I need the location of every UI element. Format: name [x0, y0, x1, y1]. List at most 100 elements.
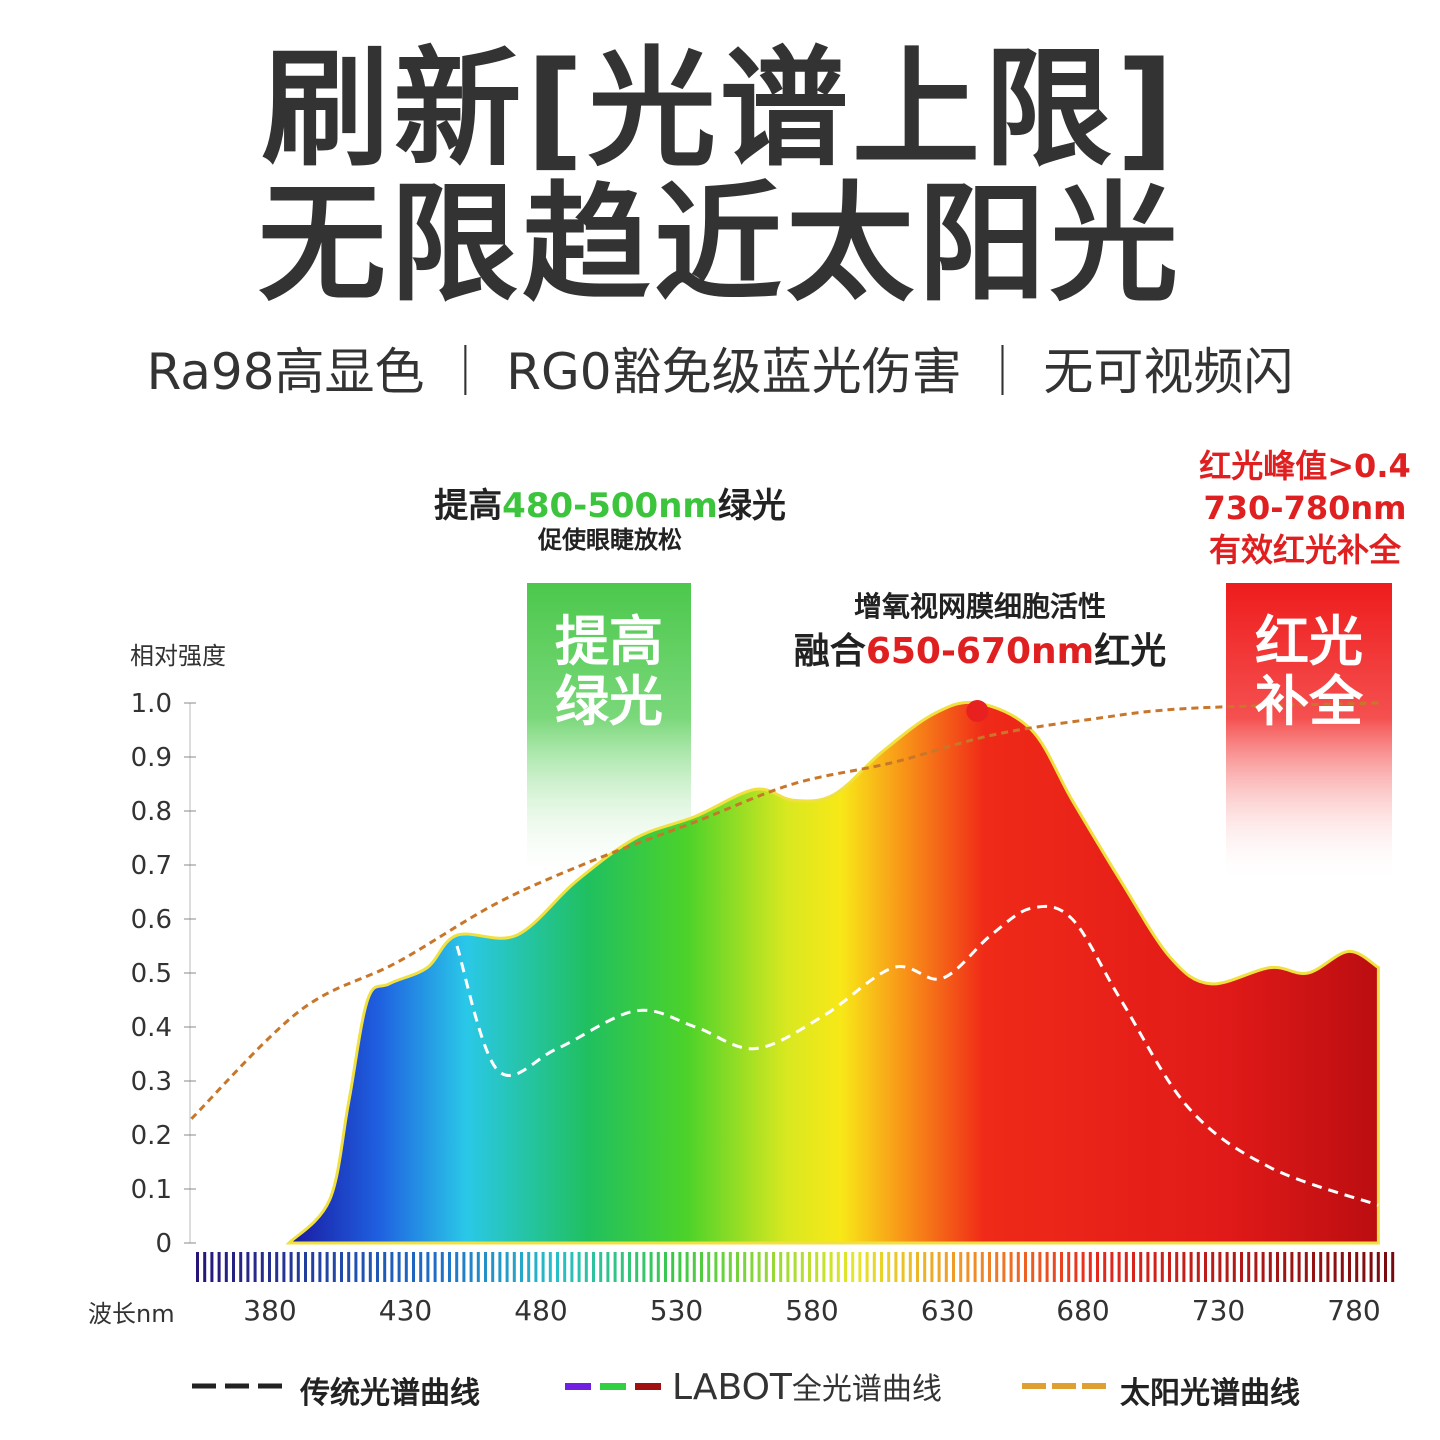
strip-bar: [534, 1252, 538, 1282]
strip-bar: [635, 1252, 639, 1282]
legend-swatches: [192, 1383, 1108, 1390]
strip-bar: [1146, 1252, 1150, 1282]
strip-bar: [412, 1252, 415, 1282]
strip-bar: [1045, 1252, 1049, 1282]
strip-bar: [1247, 1252, 1251, 1282]
strip-bar: [347, 1252, 351, 1282]
strip-bar: [1160, 1252, 1164, 1282]
strip-bar: [1052, 1252, 1056, 1282]
y-tick-label: 0.8: [131, 797, 172, 827]
strip-bar: [858, 1252, 862, 1282]
legend-traditional: 传统光谱曲线: [300, 1376, 480, 1411]
strip-bar: [988, 1252, 991, 1282]
strip-bar: [232, 1252, 235, 1282]
strip-bar: [253, 1252, 257, 1282]
strip-bar: [815, 1252, 819, 1282]
strip-bar: [1304, 1252, 1308, 1282]
strip-bar: [1060, 1252, 1063, 1282]
strip-bar: [476, 1252, 480, 1282]
strip-bar: [491, 1252, 495, 1282]
strip-bar: [404, 1252, 408, 1282]
strip-bar: [1189, 1252, 1193, 1282]
red-annotation: 红光峰值>0.4 730-780nm 有效红光补全: [1170, 445, 1440, 571]
strip-bar: [800, 1252, 804, 1282]
strip-bar: [498, 1252, 502, 1282]
y-tick-label: 0.4: [131, 1013, 172, 1043]
strip-bar: [872, 1252, 876, 1282]
strip-bar: [916, 1252, 919, 1282]
strip-bar: [512, 1252, 516, 1282]
strip-bar: [1369, 1252, 1373, 1282]
strip-bar: [1376, 1252, 1380, 1282]
strip-bar: [1009, 1252, 1013, 1282]
strip-bar: [1283, 1252, 1287, 1282]
traditional-spectrum-line: [455, 904, 1379, 1207]
strip-bar: [203, 1252, 207, 1282]
x-axis: 380 430 480 530 580 630 680 730 780: [243, 1294, 1380, 1327]
strip-bar: [642, 1252, 646, 1282]
strip-bar: [822, 1252, 826, 1282]
strip-bar: [426, 1252, 430, 1282]
strip-bar: [1139, 1252, 1143, 1282]
peak-marker: [966, 700, 989, 722]
green-annotation-title: 提高480-500nm绿光: [390, 478, 830, 527]
strip-bar: [304, 1252, 307, 1282]
x-tick-label: 680: [1056, 1294, 1109, 1327]
retina-annotation-line1: 增氧视网膜细胞活性: [853, 590, 1106, 623]
strip-bar: [556, 1252, 559, 1282]
strip-bar: [282, 1252, 286, 1282]
strip-bar: [606, 1252, 610, 1282]
strip-bar: [390, 1252, 394, 1282]
red-box-label: 红光 补全: [1226, 612, 1392, 732]
strip-bar: [361, 1252, 365, 1282]
strip-bar: [1103, 1252, 1107, 1282]
green-box-label: 提高 绿光: [527, 612, 691, 732]
strip-bar: [923, 1252, 927, 1282]
strip-bar: [1391, 1252, 1395, 1282]
strip-bar: [894, 1252, 898, 1282]
strip-bar: [296, 1252, 300, 1282]
strip-bar: [995, 1252, 999, 1282]
retina-annotation-line2: 融合650-670nm红光: [760, 622, 1200, 674]
strip-bar: [1074, 1252, 1078, 1282]
y-tick-label: 0: [155, 1229, 172, 1259]
strip-bar: [239, 1252, 243, 1282]
strip-bar: [563, 1252, 567, 1282]
strip-bar: [656, 1252, 660, 1282]
strip-bar: [1182, 1252, 1186, 1282]
strip-bar: [1024, 1252, 1027, 1282]
text: 融合: [793, 631, 866, 672]
strip-bar: [1232, 1252, 1236, 1282]
strip-bar: [1196, 1252, 1200, 1282]
text: 730-780nm: [1203, 489, 1407, 527]
strip-bar: [275, 1252, 279, 1282]
brand-logo: LABOT: [672, 1367, 792, 1408]
strip-bar: [1276, 1252, 1279, 1282]
strip-bar: [980, 1252, 984, 1282]
y-tick-label: 0.2: [131, 1121, 172, 1151]
strip-bar: [973, 1252, 977, 1282]
strip-bar: [620, 1252, 624, 1282]
strip-bar: [548, 1252, 552, 1282]
strip-bar: [628, 1252, 631, 1282]
y-tick-label: 0.1: [131, 1175, 172, 1205]
strip-bar: [1362, 1252, 1366, 1282]
strip-bar: [750, 1252, 754, 1282]
text: 有效红光补全: [1208, 531, 1401, 569]
red-range: 650-670nm: [865, 631, 1095, 672]
strip-bar: [484, 1252, 487, 1282]
strip-bar: [376, 1252, 379, 1282]
strip-bar: [1088, 1252, 1092, 1282]
strip-bar: [340, 1252, 343, 1282]
strip-bar: [793, 1252, 797, 1282]
strip-bar: [772, 1252, 775, 1282]
strip-bar: [829, 1252, 833, 1282]
text: 红光: [1094, 631, 1167, 672]
strip-bar: [383, 1252, 387, 1282]
y-tick-label: 0.7: [131, 851, 172, 881]
strip-bar: [1117, 1252, 1121, 1282]
strip-bar: [1211, 1252, 1215, 1282]
y-tick-label: 0.3: [131, 1067, 172, 1097]
text: 绿光: [717, 486, 786, 526]
